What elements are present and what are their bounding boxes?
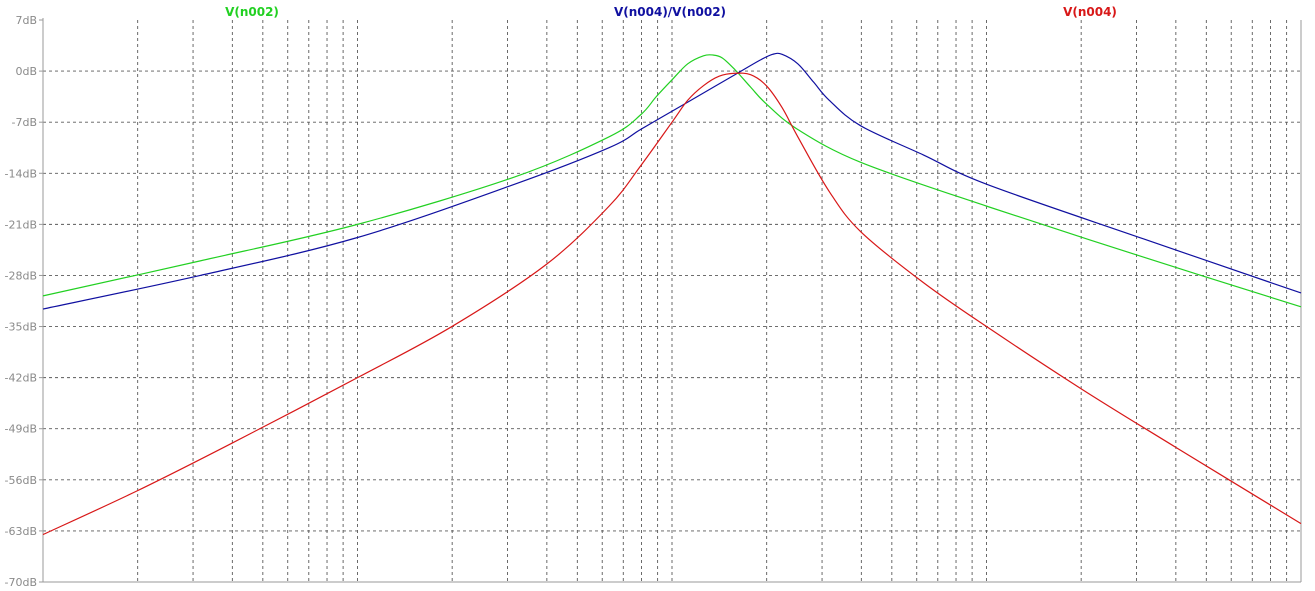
- series-line-v-n004: [42, 72, 1302, 536]
- y-tick-label: -56dB: [5, 474, 38, 487]
- axes: [39, 18, 1302, 583]
- y-tick-label: -35dB: [5, 321, 38, 334]
- grid-lines: [43, 20, 1301, 582]
- y-tick-label: -42dB: [5, 372, 38, 385]
- y-tick-label: -7dB: [12, 116, 38, 129]
- series-line-v-n004-over-v-n002: [42, 52, 1302, 310]
- y-tick-label: -28dB: [5, 269, 38, 282]
- series-curves: [42, 52, 1302, 536]
- y-tick-label: -49dB: [5, 423, 38, 436]
- legend-v-n004-over-v-n002: V(n004)/V(n002): [614, 5, 726, 19]
- y-tick-label: -21dB: [5, 218, 38, 231]
- legend: V(n002) V(n004)/V(n002) V(n004): [225, 5, 1117, 19]
- y-tick-label: -63dB: [5, 525, 38, 538]
- y-tick-labels: 7dB 0dB -7dB -14dB -21dB -28dB -35dB -42dB -49dB…: [5, 14, 38, 589]
- y-tick-label: 7dB: [15, 14, 37, 27]
- legend-v-n002: V(n002): [225, 5, 279, 19]
- y-tick-label: -14dB: [5, 167, 38, 180]
- y-tick-label: 0dB: [15, 65, 37, 78]
- legend-v-n004: V(n004): [1063, 5, 1117, 19]
- y-tick-label: -70dB: [5, 576, 38, 589]
- series-line-v-n002: [42, 54, 1302, 308]
